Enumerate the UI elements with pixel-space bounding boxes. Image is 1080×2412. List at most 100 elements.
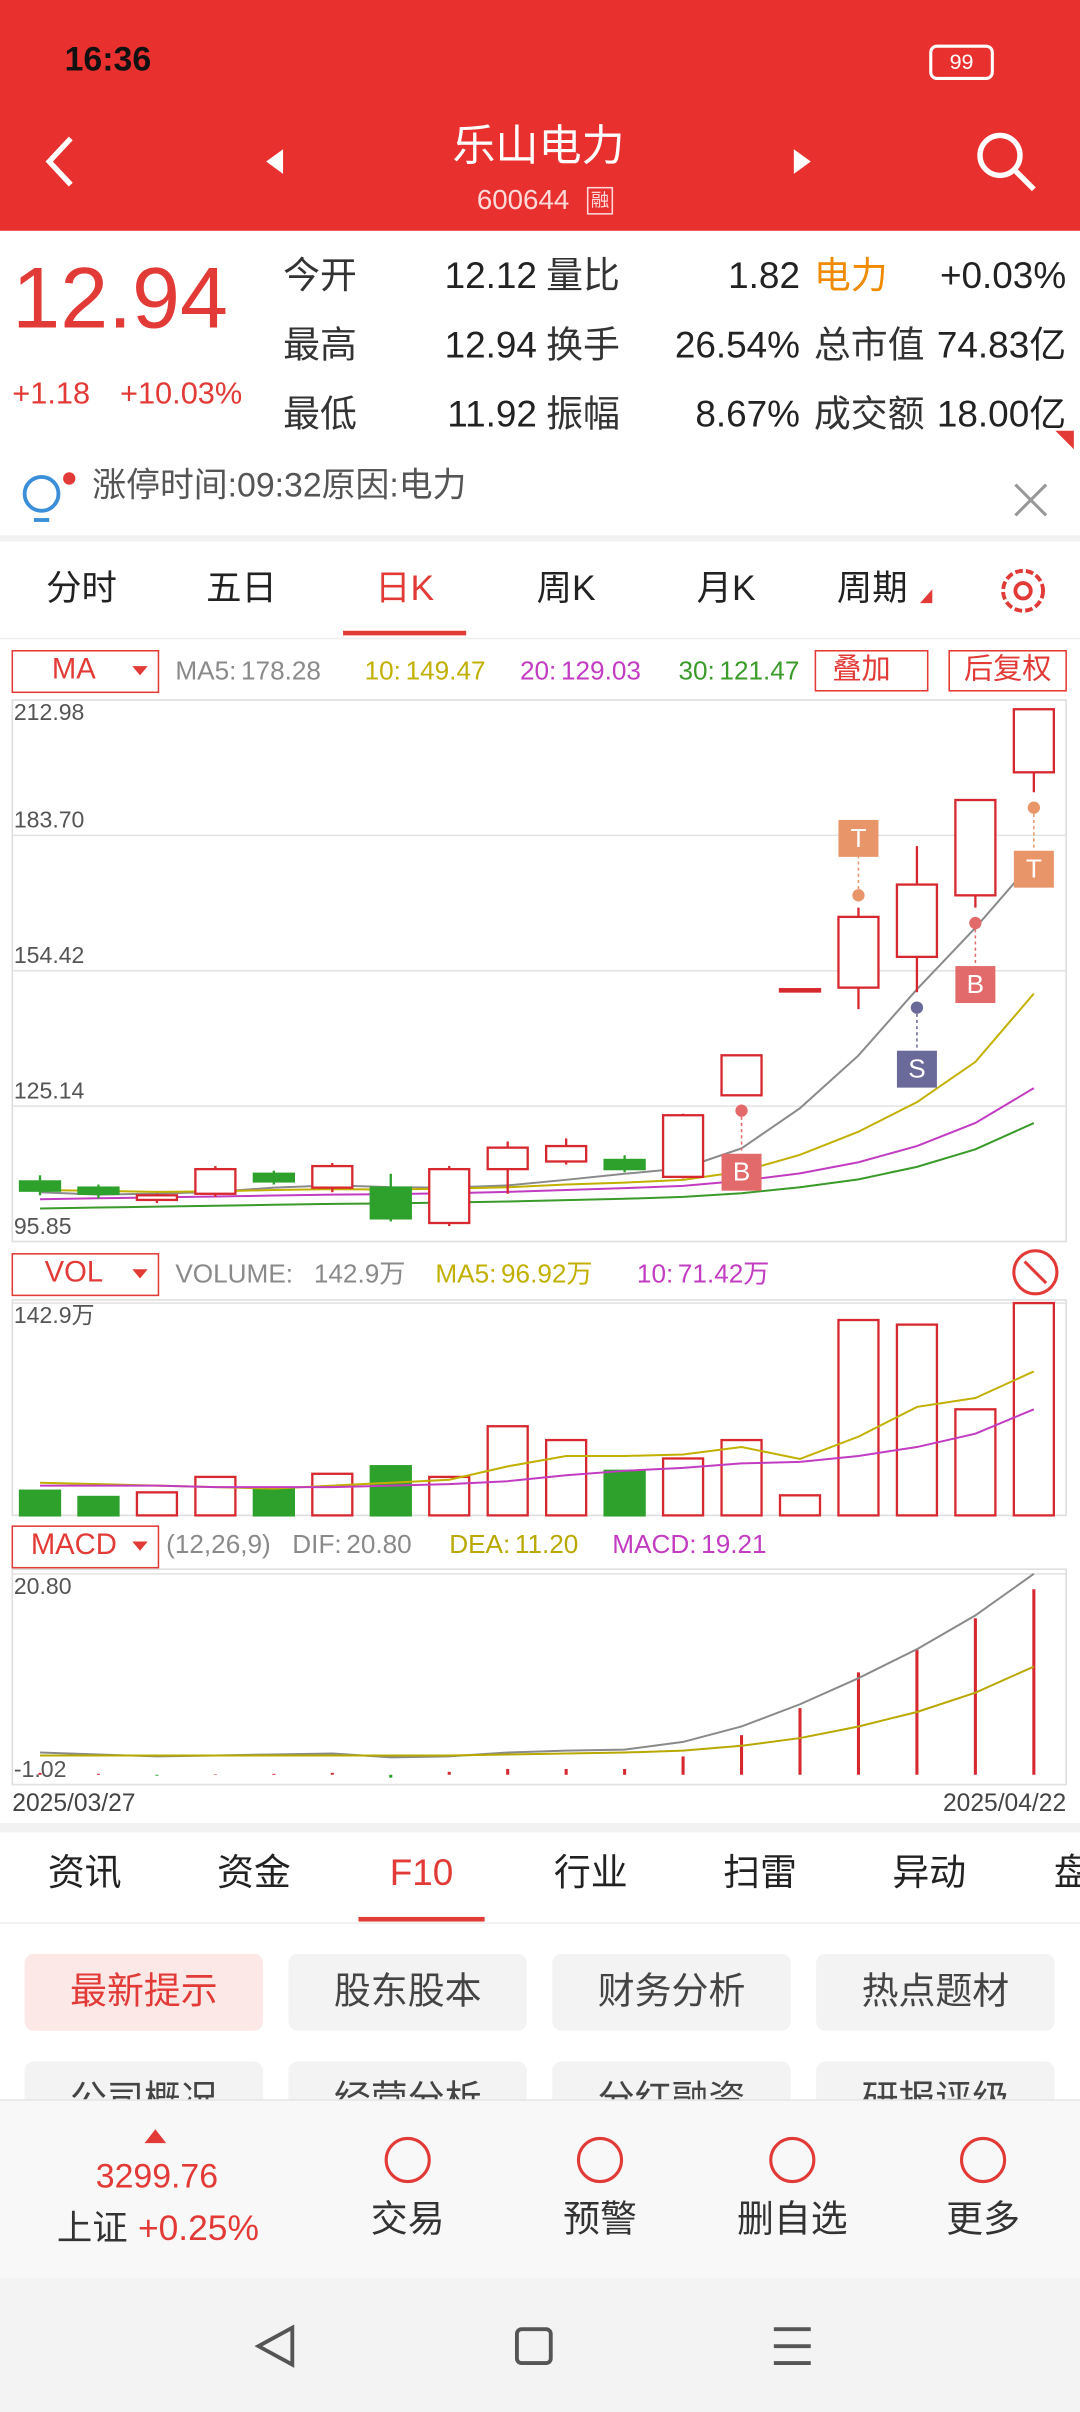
header-bg [0, 0, 1080, 231]
volume-bar [18, 1489, 62, 1517]
field-label: 最低 [283, 394, 357, 435]
marker-dot [735, 1104, 748, 1117]
legend-entry: 30: 121.47 [678, 655, 799, 685]
candle-body [544, 1144, 588, 1163]
field-label: 今开 [283, 255, 357, 296]
volume-bar [837, 1318, 880, 1517]
y-tick-label: 95.85 [14, 1213, 72, 1239]
feature-button[interactable] [288, 1953, 527, 2031]
search-button[interactable] [977, 132, 1036, 192]
legend-name: 10: [365, 655, 401, 685]
action-label[interactable]: 交易 [371, 2198, 445, 2239]
indicator-selector[interactable] [11, 649, 160, 694]
feature-button[interactable] [552, 2061, 791, 2139]
action-icon[interactable] [769, 2136, 816, 2184]
bulb-icon [22, 474, 61, 522]
legend-name: DIF: [292, 1529, 341, 1559]
chart-tab[interactable]: 月K [697, 569, 756, 608]
feature-label: 最新提示 [70, 1971, 218, 2012]
marker-dot [1027, 801, 1040, 814]
action-icon[interactable] [576, 2136, 624, 2184]
index-arrow [144, 2129, 167, 2144]
feature-button[interactable] [816, 2061, 1055, 2139]
macd-line [40, 1665, 1035, 1757]
info-tab[interactable]: 资讯 [48, 1852, 122, 1893]
nav-home[interactable] [515, 2327, 553, 2365]
info-tab[interactable]: 资金 [217, 1852, 291, 1893]
field-label: 换手 [546, 324, 620, 365]
volume-bar [603, 1469, 646, 1517]
info-tab[interactable]: 行业 [554, 1852, 628, 1893]
adjust-button[interactable] [948, 649, 1067, 692]
next-stock[interactable] [793, 149, 811, 174]
volume-ma-line [39, 1370, 1035, 1490]
y-tick-label: 154.42 [14, 942, 85, 968]
ma-line [39, 992, 1035, 1193]
nav-menu[interactable] [773, 2327, 811, 2365]
info-tab[interactable]: 扫雷 [723, 1852, 797, 1893]
chart-tab[interactable]: 分时 [46, 569, 117, 608]
signal-label: T [1026, 854, 1042, 884]
nav-bar [0, 2278, 1080, 2412]
chart-tab[interactable]: 日K [375, 569, 434, 608]
candle-body [1012, 708, 1055, 774]
badge-box [586, 186, 614, 215]
action-icon[interactable] [384, 2136, 431, 2184]
expand-corner[interactable] [1055, 430, 1074, 450]
action-label[interactable]: 预警 [563, 2198, 637, 2239]
feature-button[interactable] [24, 1953, 264, 2031]
field-value: 1.82 [728, 255, 800, 296]
candle-body [895, 883, 939, 959]
field-label: 最高 [283, 324, 357, 365]
indicator-selector[interactable] [11, 1253, 160, 1297]
fullscreen-icon[interactable] [1012, 1249, 1059, 1296]
legend-name: 20: [520, 655, 556, 685]
ma-line [39, 859, 1035, 1196]
info-tab[interactable]: F10 [390, 1852, 454, 1893]
info-tab[interactable]: 异动 [892, 1852, 966, 1893]
close-notice[interactable] [1014, 483, 1048, 517]
candle-body [661, 1114, 705, 1179]
action-label[interactable]: 更多 [946, 2198, 1020, 2239]
separator [0, 1823, 1080, 1833]
legend-name: 10: [637, 1258, 673, 1288]
volume-bar [544, 1438, 588, 1517]
ma-line [39, 1122, 1035, 1210]
margin-badge: 融 [591, 189, 609, 210]
action-icon[interactable] [959, 2136, 1007, 2184]
feature-label: 研报评级 [862, 2078, 1010, 2119]
feature-button[interactable] [24, 2061, 264, 2139]
legend-name: DEA: [449, 1529, 510, 1559]
action-label[interactable]: 删自选 [737, 2198, 848, 2239]
feature-label: 分红融资 [598, 2078, 746, 2119]
nav-back[interactable] [254, 2324, 295, 2368]
selector-caret [132, 1269, 148, 1279]
selector-label: VOL [45, 1257, 103, 1289]
index-name: 上证 [57, 2209, 128, 2248]
indicator-selector[interactable] [11, 1525, 160, 1569]
info-tab[interactable]: 盘 [1054, 1852, 1080, 1893]
candle-body [311, 1164, 354, 1189]
volume-bar [486, 1425, 529, 1517]
field-label: 总市值 [814, 324, 925, 365]
prev-stock[interactable] [266, 149, 284, 174]
feature-button[interactable] [816, 1953, 1055, 2031]
chart-tab[interactable]: 周K [537, 569, 596, 608]
feature-button[interactable] [552, 1953, 791, 2031]
overlay-button[interactable] [814, 649, 929, 692]
chart-tab[interactable]: 五日 [206, 569, 277, 608]
index-value: 3299.76 [96, 2157, 218, 2195]
bottom-bar-bg [0, 2100, 1080, 2279]
legend-name: MA5: [175, 655, 236, 685]
feature-button[interactable] [288, 2061, 527, 2139]
volume-bar [369, 1465, 412, 1517]
back-button[interactable] [45, 136, 73, 187]
date-end: 2025/04/22 [943, 1790, 1066, 1817]
feature-label: 经营分析 [334, 2078, 482, 2119]
chart-tab[interactable]: 周期 [837, 569, 908, 608]
settings-icon[interactable] [1001, 568, 1045, 613]
legend-entry: (12,26,9) [166, 1529, 271, 1559]
legend-entry: MACD: 19.21 [612, 1529, 766, 1559]
feature-label: 股东股本 [334, 1971, 482, 2012]
